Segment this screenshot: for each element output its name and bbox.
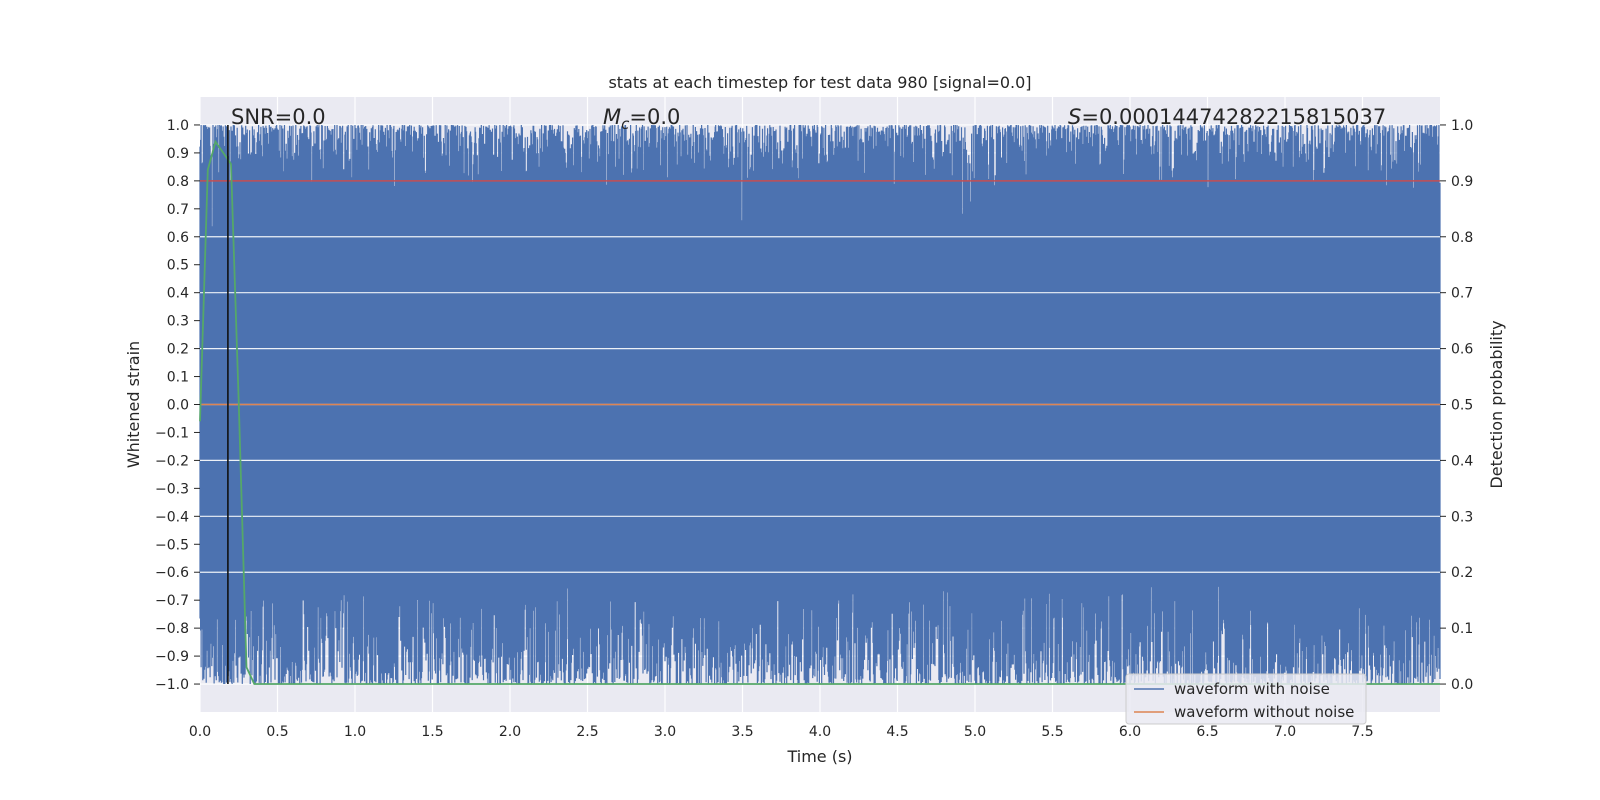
y-tick-label: 0.9 <box>167 146 189 162</box>
y-tick-label: 0.1 <box>167 370 189 386</box>
y-axis-label: Whitened strain <box>124 341 143 468</box>
y-right-tick-label: 0.9 <box>1451 174 1473 190</box>
mc-subscript: c <box>621 115 630 133</box>
x-tick-label: 1.5 <box>421 724 443 740</box>
y-axis-right-label: Detection probability <box>1487 320 1506 488</box>
y-right-tick-label: 0.6 <box>1451 342 1473 358</box>
y-tick-label: −1.0 <box>155 677 189 693</box>
x-tick-label: 3.0 <box>654 724 676 740</box>
y-tick-label: 0.6 <box>167 230 189 246</box>
y-tick-label: 0.8 <box>167 174 189 190</box>
y-tick-label: 0.2 <box>167 342 189 358</box>
y-tick-label: −0.1 <box>155 425 189 441</box>
y-tick-label: 0.4 <box>167 286 189 302</box>
y-right-tick-label: 0.5 <box>1451 398 1473 414</box>
y-tick-label: −0.8 <box>155 621 189 637</box>
x-tick-label: 6.5 <box>1196 724 1218 740</box>
s-value: =0.00014474282215815037 <box>1081 105 1386 129</box>
legend-entry-noise: waveform with noise <box>1174 680 1330 698</box>
x-tick-label: 7.0 <box>1274 724 1296 740</box>
y-right-tick-label: 0.1 <box>1451 621 1473 637</box>
legend-entry-clean: waveform without noise <box>1174 703 1354 721</box>
mc-value: =0.0 <box>629 105 680 129</box>
y-right-tick-label: 0.7 <box>1451 286 1473 302</box>
s-annotation: S=0.00014474282215815037 <box>1068 105 1386 129</box>
y-tick-label: −0.3 <box>155 481 189 497</box>
y-tick-label: 1.0 <box>167 118 189 134</box>
y-tick-label: 0.3 <box>167 314 189 330</box>
chirp-mass-annotation: Mc=0.0 <box>603 105 680 133</box>
x-tick-label: 0.5 <box>266 724 288 740</box>
chart-title: stats at each timestep for test data 980… <box>608 73 1031 92</box>
overlay-lines <box>199 124 1440 685</box>
x-tick-label: 7.5 <box>1351 724 1373 740</box>
ticks: 0.0 0.5 1.0 1.5 2.0 2.5 3.0 3.5 4.0 4.5 5.0 5.5 6.0 6… <box>155 118 1473 740</box>
x-tick-label: 5.5 <box>1041 724 1063 740</box>
y-tick-label: −0.6 <box>155 565 189 581</box>
y-tick-label: −0.9 <box>155 649 189 665</box>
x-tick-label: 2.0 <box>499 724 521 740</box>
x-tick-label: 4.5 <box>886 724 908 740</box>
y-right-tick-label: 0.8 <box>1451 230 1473 246</box>
y-right-tick-label: 0.2 <box>1451 565 1473 581</box>
x-tick-label: 5.0 <box>964 724 986 740</box>
x-tick-label: 0.0 <box>189 724 211 740</box>
x-tick-label: 6.0 <box>1119 724 1141 740</box>
y-tick-label: −0.7 <box>155 593 189 609</box>
y-right-tick-label: 0.4 <box>1451 453 1473 469</box>
y-tick-label: −0.5 <box>155 537 189 553</box>
y-tick-label: 0.7 <box>167 202 189 218</box>
y-tick-label: 0.5 <box>167 258 189 274</box>
detection-probability-line <box>199 139 1440 685</box>
x-tick-label: 3.5 <box>731 724 753 740</box>
mc-symbol: M <box>603 105 621 129</box>
s-symbol: S <box>1068 105 1081 129</box>
legend: waveform with noise waveform without noi… <box>1125 673 1367 725</box>
legend-box <box>1125 673 1367 725</box>
y-right-tick-label: 0.0 <box>1451 677 1473 693</box>
x-axis-label: Time (s) <box>786 747 852 766</box>
y-tick-label: −0.2 <box>155 453 189 469</box>
x-tick-label: 4.0 <box>809 724 831 740</box>
y-right-tick-label: 0.3 <box>1451 509 1473 525</box>
y-tick-label: −0.4 <box>155 509 189 525</box>
x-tick-label: 2.5 <box>576 724 598 740</box>
y-right-tick-label: 1.0 <box>1451 118 1473 134</box>
snr-annotation: SNR=0.0 <box>231 105 326 129</box>
x-tick-label: 1.0 <box>344 724 366 740</box>
y-tick-label: 0.0 <box>167 398 189 414</box>
